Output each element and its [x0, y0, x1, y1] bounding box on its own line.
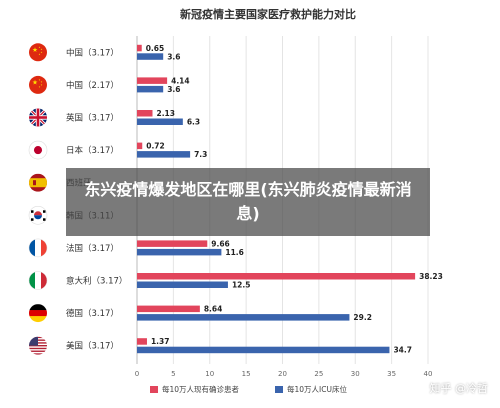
italy-flag-icon — [28, 271, 48, 290]
x-tick-label: 20 — [278, 370, 287, 378]
data-label: 1.37 — [151, 337, 170, 346]
x-tick-label: 25 — [314, 370, 323, 378]
data-label: 6.3 — [187, 118, 200, 127]
data-label: 3.6 — [167, 52, 180, 61]
data-label: 0.72 — [146, 142, 165, 151]
x-tick-label: 15 — [242, 370, 251, 378]
watermark: 知乎 @冷哲 — [429, 382, 489, 395]
bar-series-1 — [137, 305, 200, 313]
legend-item: 每10万人ICU床位 — [275, 384, 347, 394]
chart-title: 新冠疫情主要国家医疗救护能力对比 — [180, 7, 356, 21]
bar-series-2 — [137, 346, 390, 354]
bar-series-1 — [137, 273, 416, 280]
bar-series-2 — [137, 118, 183, 125]
germany-flag-icon — [29, 304, 47, 323]
bar-series-1 — [137, 77, 168, 84]
usa-flag-icon — [29, 336, 47, 355]
bar-series-1 — [137, 142, 143, 150]
legend-swatch — [150, 386, 158, 393]
category-label: 英国（3.17） — [66, 113, 119, 124]
x-tick-label: 5 — [171, 370, 175, 378]
x-axis-ticks: 0 5 10 15 20 25 30 35 40 — [135, 370, 433, 378]
bar-series-1 — [137, 44, 142, 52]
data-label: 2.13 — [156, 109, 175, 118]
category-label: 日本（3.17） — [66, 145, 119, 156]
x-tick-label: 35 — [387, 370, 396, 378]
data-label: 11.6 — [225, 248, 244, 257]
data-label: 3.6 — [167, 85, 180, 94]
bar-series-2 — [137, 53, 164, 60]
x-tick-label: 0 — [135, 370, 139, 378]
x-tick-label: 30 — [351, 370, 360, 378]
france-flag-icon — [28, 238, 48, 258]
bar-series-2 — [137, 314, 350, 321]
category-label: 意大利（3.17） — [66, 276, 127, 287]
chart-row: 中国（2.17） 4.143.6 — [29, 75, 190, 94]
uk-flag-icon — [29, 108, 47, 127]
korea-flag-icon — [28, 206, 48, 225]
category-label: 德国（3.17） — [66, 308, 119, 319]
bar-series-2 — [137, 281, 228, 288]
data-label: 4.14 — [171, 76, 190, 85]
data-label: 8.64 — [204, 305, 223, 314]
data-label: 34.7 — [393, 346, 412, 355]
bar-series-2 — [137, 85, 164, 93]
x-tick-label: 40 — [424, 370, 433, 378]
data-label: 38.23 — [419, 272, 443, 281]
category-label: 美国（3.17） — [66, 341, 119, 352]
chart-row: 美国（3.17） 1.37 34.7 — [29, 336, 412, 355]
data-label: 0.65 — [146, 44, 165, 53]
chart-row: 日本（3.17） 0.72 7.3 — [28, 140, 207, 160]
x-tick-label: 10 — [205, 370, 214, 378]
china-flag-icon — [29, 43, 47, 62]
category-label: 中国（2.17） — [66, 80, 119, 91]
data-label: 29.2 — [353, 313, 372, 322]
data-label: 9.66 — [211, 239, 230, 248]
chart-row: 中国（3.17） 0.653.6 — [29, 43, 180, 62]
japan-flag-icon — [28, 140, 48, 160]
category-label: 法国（3.17） — [66, 243, 119, 254]
headline-text: 东兴疫情爆发地区在哪里(东兴肺炎疫情最新消息) — [84, 180, 412, 223]
china-flag-icon — [29, 75, 47, 94]
legend: 每10万人现有确诊患者 每10万人ICU床位 — [150, 384, 347, 394]
chart-row: 德国（3.17） 8.64 29.2 — [29, 304, 372, 323]
legend-label: 每10万人ICU床位 — [287, 384, 347, 394]
bar-series-2 — [137, 248, 222, 256]
chart-row: 英国（3.17） 2.13 6.3 — [29, 108, 200, 127]
bar-series-1 — [137, 338, 147, 345]
data-label: 12.5 — [232, 281, 251, 290]
category-label: 中国（3.17） — [66, 47, 119, 58]
legend-label: 每10万人现有确诊患者 — [162, 384, 240, 394]
chart-row: 意大利（3.17） 38.23 12.5 — [28, 271, 443, 290]
bar-series-1 — [137, 110, 153, 117]
bar-series-2 — [137, 151, 191, 158]
spain-flag-icon — [29, 173, 47, 192]
chart-rows: 中国（3.17） 0.653.6中国（2.17） 4.143.6英国（3.17） 2.… — [28, 43, 443, 355]
legend-swatch — [275, 386, 283, 393]
legend-item: 每10万人现有确诊患者 — [150, 384, 240, 394]
headline-overlay: 东兴疫情爆发地区在哪里(东兴肺炎疫情最新消息) — [66, 168, 430, 236]
data-label: 7.3 — [194, 150, 207, 159]
bar-series-1 — [137, 240, 208, 247]
